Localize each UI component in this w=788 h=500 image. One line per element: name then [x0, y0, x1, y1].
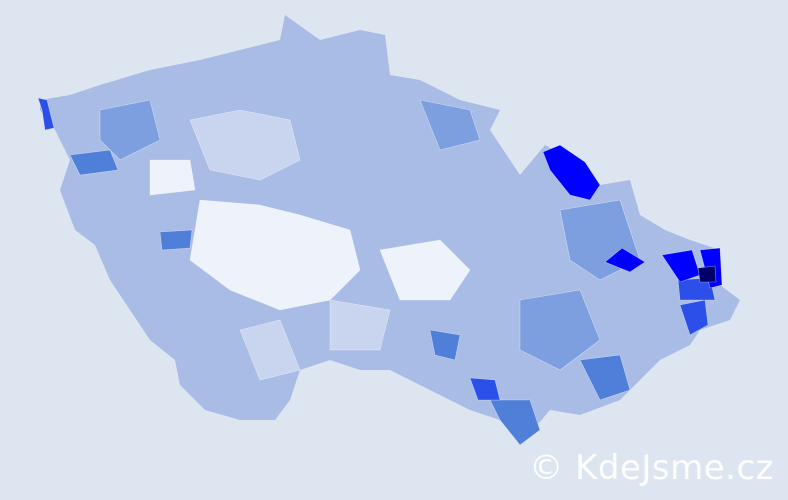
region-medium-6 [99, 99, 161, 161]
region-vivid-16 [469, 377, 501, 401]
region-medium-9 [519, 289, 601, 371]
region-strong-11 [159, 229, 193, 251]
region-vivid-17 [679, 299, 709, 336]
region-light-1 [189, 109, 301, 181]
region-light-3 [329, 299, 391, 351]
region-max-19 [542, 144, 601, 201]
region-strong-12 [429, 329, 461, 361]
watermark: © KdeJsme.cz [529, 448, 774, 488]
region-max-20 [604, 247, 646, 273]
region-medium-7 [419, 99, 481, 151]
region-pale-4 [149, 159, 196, 196]
region-strong-14 [579, 354, 631, 401]
region-light-5 [239, 319, 301, 381]
region-vivid-15 [37, 97, 55, 131]
country-outline [40, 15, 740, 445]
region-strong-10 [69, 149, 119, 176]
region-pale-0 [189, 199, 361, 311]
region-darkest-23 [697, 265, 717, 283]
region-pale-2 [379, 239, 471, 301]
region-strong-13 [489, 399, 541, 446]
